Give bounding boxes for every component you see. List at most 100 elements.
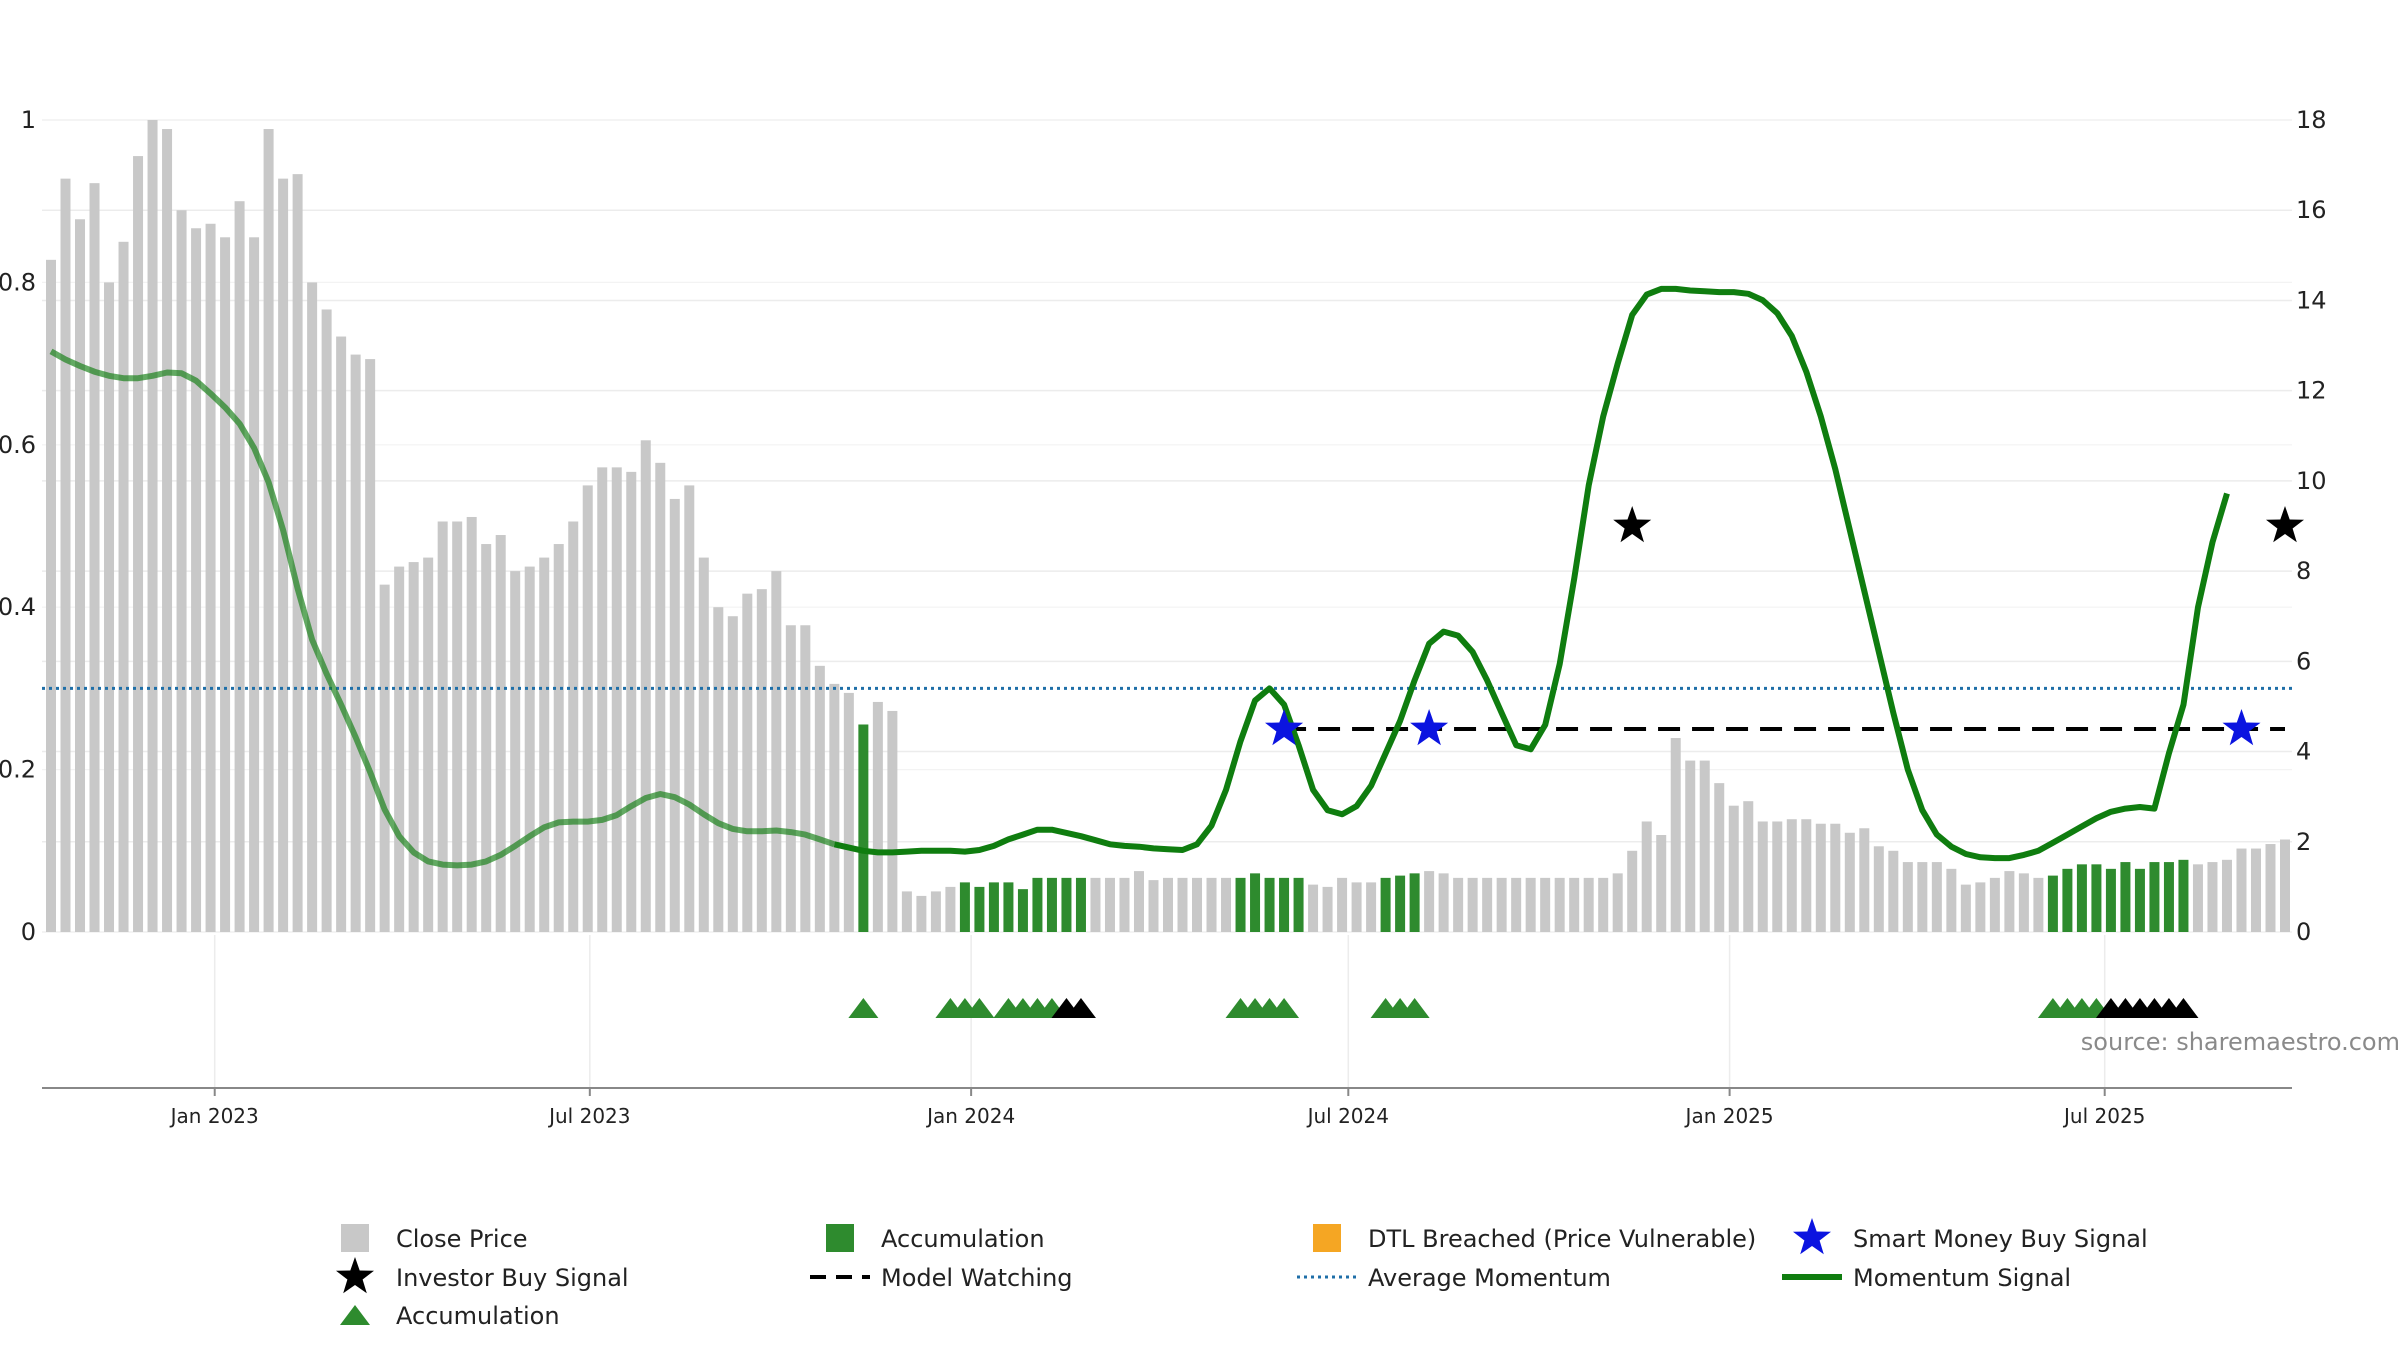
price-bar	[843, 692, 854, 932]
price-bar	[974, 886, 985, 932]
legend-label: DTL Breached (Price Vulnerable)	[1368, 1225, 1756, 1253]
price-bar	[1192, 877, 1203, 932]
price-bar	[1119, 877, 1130, 932]
investor-star	[1613, 506, 1652, 543]
price-bar	[1264, 877, 1275, 932]
x-tick-label: Jan 2024	[925, 1104, 1015, 1128]
price-bar	[1003, 882, 1014, 932]
price-bar	[2192, 864, 2203, 932]
price-bar	[249, 237, 260, 933]
x-tick-label: Jan 2025	[1684, 1104, 1774, 1128]
price-bar	[626, 471, 637, 932]
price-bar	[1163, 877, 1173, 932]
price-bar	[60, 178, 71, 933]
price-bar	[162, 129, 173, 932]
accumulation-triangle	[1399, 998, 1430, 1018]
legend-item-blue-star: Smart Money Buy Signal	[1793, 1218, 2148, 1255]
investor-star	[2266, 506, 2304, 543]
accumulation-triangle	[848, 998, 879, 1018]
legend-label: Close Price	[396, 1225, 528, 1253]
y-right-tick-label: 16	[2296, 196, 2327, 224]
price-bar	[959, 882, 970, 932]
y-right-tick-label: 6	[2296, 647, 2311, 675]
price-bar	[742, 593, 753, 932]
price-bar	[1583, 877, 1594, 932]
price-bar	[1569, 877, 1580, 932]
price-bar	[1772, 821, 1783, 932]
price-bar	[104, 282, 115, 932]
price-bar	[1395, 875, 1406, 932]
x-tick-label: Jan 2023	[169, 1104, 259, 1128]
price-bar	[1714, 783, 1725, 932]
price-bar	[1046, 877, 1057, 932]
price-bar	[1975, 882, 1986, 932]
accumulation-swatch	[826, 1224, 854, 1252]
price-bar	[1627, 850, 1638, 932]
price-bar	[336, 336, 347, 932]
price-bar	[756, 589, 767, 932]
accumulation-markers	[848, 998, 2199, 1018]
price-bar	[1917, 862, 1928, 932]
price-bar	[2207, 862, 2218, 932]
triangle-icon	[340, 1305, 370, 1325]
price-bar	[2004, 871, 2015, 932]
price-bar	[321, 309, 332, 932]
price-bar	[191, 228, 202, 932]
price-bar	[684, 485, 695, 932]
price-bar	[2033, 877, 2044, 932]
price-bar	[829, 683, 840, 932]
y-right-tick-label: 8	[2296, 557, 2311, 585]
momentum-signal-line	[49, 285, 2230, 869]
investor-triangle	[1065, 998, 1096, 1018]
price-bar	[2105, 868, 2116, 932]
legend-item-dotted-line: Average Momentum	[1297, 1264, 1611, 1292]
legend-label: Accumulation	[881, 1225, 1045, 1253]
price-bar	[1032, 877, 1043, 932]
legend-label: Smart Money Buy Signal	[1853, 1225, 2148, 1253]
smart-money-star	[1410, 709, 1449, 746]
price-bar	[1482, 877, 1493, 932]
price-bar	[1540, 877, 1551, 932]
legend-item-green-triangle: Accumulation	[340, 1302, 560, 1330]
price-bar	[46, 259, 56, 932]
price-bar	[1017, 889, 1028, 932]
price-bar	[466, 516, 477, 932]
price-bar	[1931, 862, 1942, 932]
price-bar	[1612, 873, 1623, 932]
price-bar	[582, 485, 593, 932]
price-bar	[1728, 805, 1739, 932]
price-bar	[1554, 877, 1565, 932]
price-bar	[350, 354, 361, 933]
momentum-line	[833, 285, 2230, 862]
legend-label: Model Watching	[881, 1264, 1073, 1292]
accumulation-triangle	[964, 998, 995, 1018]
price-bar	[655, 462, 666, 932]
y-right-tick-label: 2	[2296, 828, 2311, 856]
x-tick-label: Jul 2024	[1306, 1104, 1389, 1128]
price-bar	[1743, 801, 1754, 932]
price-bar	[307, 282, 318, 932]
price-bar	[1133, 871, 1144, 932]
y-left-tick-label: 1	[21, 106, 36, 134]
price-bar	[1844, 832, 1855, 932]
legend-item-green-line: Momentum Signal	[1782, 1264, 2071, 1292]
legend: Close Price Accumulation DTL Breached (Pri…	[336, 1218, 2148, 1330]
price-bar	[727, 616, 738, 932]
price-bar	[901, 891, 912, 932]
price-bar	[176, 210, 187, 932]
axes: Jan 2023 Jul 2023 Jan 2024 Jul 2024 Jan 2025…	[0, 106, 2327, 1128]
price-bar	[1511, 877, 1522, 932]
price-bar	[669, 498, 680, 932]
legend-item-black-star: Investor Buy Signal	[336, 1257, 629, 1294]
price-bar	[1424, 871, 1435, 932]
price-bar	[2163, 862, 2174, 932]
legend-item-gray-square: Close Price	[341, 1224, 528, 1253]
price-bar	[1757, 821, 1768, 932]
price-bar	[2178, 859, 2189, 932]
y-left-tick-label: 0.2	[0, 756, 36, 784]
y-right-tick-label: 4	[2296, 738, 2311, 766]
price-bar	[2221, 859, 2232, 932]
smart-money-star-icon	[1793, 1218, 1831, 1255]
price-bar	[872, 701, 883, 932]
